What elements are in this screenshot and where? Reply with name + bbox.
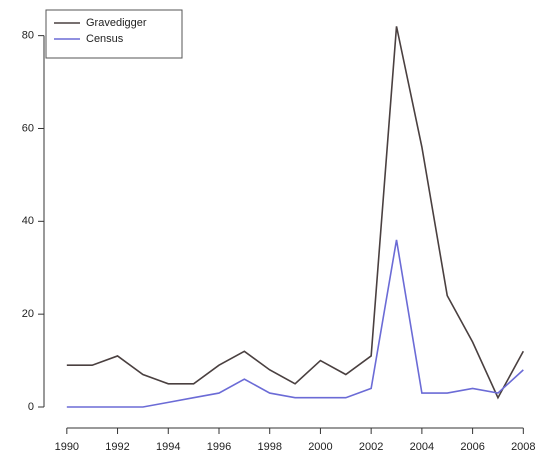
x-tick-label: 1994 [156,441,180,453]
y-tick-label: 80 [22,30,34,42]
x-tick-label: 1990 [55,441,79,453]
x-tick-label: 1996 [207,441,231,453]
x-tick-label: 2004 [410,441,434,453]
legend-label: Census [86,33,124,45]
x-tick-label: 1992 [105,441,129,453]
series-line [66,26,525,400]
x-tick-label: 1998 [257,441,281,453]
series-line [66,239,524,408]
x-tick-label: 2002 [359,441,383,453]
x-tick-label: 2000 [308,441,332,453]
y-tick-label: 40 [22,215,34,227]
legend-box [45,9,183,59]
x-tick-label: 2008 [511,441,535,453]
y-tick-label: 0 [28,401,34,413]
y-tick-label: 60 [22,122,34,134]
x-tick-label: 2006 [460,441,484,453]
legend-label: Gravedigger [86,17,147,29]
y-tick-label: 20 [22,308,34,320]
